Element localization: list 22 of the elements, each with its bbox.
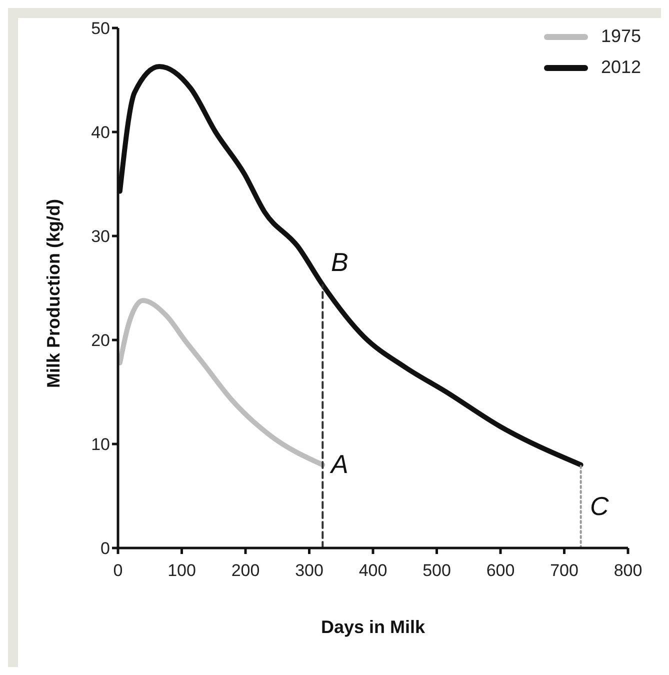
x-axis-title: Days in Milk — [320, 617, 426, 637]
y-tick-label: 0 — [100, 539, 110, 558]
x-tick-label: 700 — [550, 561, 578, 580]
x-tick-label: 0 — [113, 561, 123, 580]
y-tick-label: 10 — [91, 435, 110, 454]
y-tick-label: 20 — [91, 331, 110, 350]
x-tick-label: 500 — [422, 561, 451, 580]
y-tick-label: 50 — [91, 19, 110, 38]
x-tick-label: 600 — [486, 561, 515, 580]
x-tick-label: 300 — [295, 561, 324, 580]
annotation: B — [331, 247, 348, 277]
legend-label: 1975 — [600, 26, 641, 47]
x-tick-label: 800 — [614, 561, 642, 580]
legend-label: 2012 — [600, 57, 641, 78]
y-tick-label: 40 — [91, 123, 110, 142]
x-tick-label: 200 — [231, 561, 260, 580]
x-tick-label: 400 — [358, 561, 388, 580]
y-axis-title: Milk Production (kg/d) — [43, 199, 64, 388]
annotation: C — [590, 491, 609, 521]
y-tick-label: 30 — [91, 227, 110, 246]
x-tick-label: 100 — [168, 561, 196, 580]
annotation: A — [329, 449, 348, 479]
